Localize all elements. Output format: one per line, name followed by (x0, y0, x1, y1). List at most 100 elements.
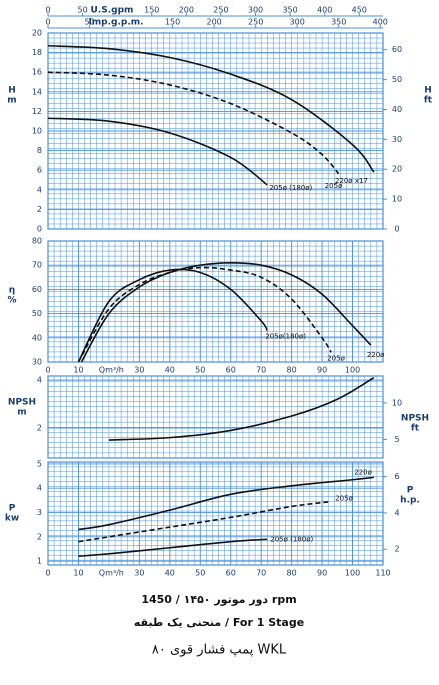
curve-label: 220ø (367, 351, 385, 359)
footer-line: منحنی یک طبقه / For 1 Stage (134, 616, 304, 629)
x-tick-label: 30 (134, 366, 144, 375)
y2-axis-unit: ft (411, 424, 420, 434)
footer-line: دور موتور ۱۴۵۰ / 1450 rpm (141, 593, 296, 606)
x-tick-label: 80 (287, 569, 297, 578)
y-tick-label: 2 (37, 205, 42, 214)
x-tick-label: 40 (165, 366, 175, 375)
y-tick-label: 50 (32, 309, 42, 318)
y-tick-label: 4 (37, 185, 42, 194)
top-tick-label: 150 (165, 18, 180, 27)
curve-label: 205ø (325, 182, 343, 190)
curve-label: 220ø (354, 468, 372, 476)
y-tick-label: 0 (37, 225, 42, 234)
y2-tick-label: 2 (394, 545, 399, 554)
y2-tick-label: 30 (392, 135, 402, 144)
y2-axis-unit: ft (424, 96, 433, 106)
y2-tick-label: 5 (394, 435, 399, 444)
y-axis-unit: m (7, 96, 16, 106)
y-axis-title: P (9, 504, 16, 514)
x-tick-label: 30 (134, 569, 144, 578)
top-tick-label: 0 (45, 6, 50, 15)
x-tick-label: 60 (226, 569, 236, 578)
y-tick-label: 10 (32, 127, 42, 136)
x-tick-label: 110 (375, 569, 390, 578)
curve (77, 268, 268, 363)
y-tick-label: 2 (37, 424, 42, 433)
y-tick-label: 5 (37, 459, 42, 468)
curve-label: 205ø (327, 354, 345, 362)
y2-tick-label: 50 (392, 75, 402, 84)
curve (108, 376, 375, 441)
curve (80, 261, 372, 363)
y-tick-label: 40 (32, 333, 42, 342)
x-tick-label: 0 (45, 569, 50, 578)
x-tick-label: 100 (345, 366, 360, 375)
curve-label: 205ø (335, 495, 353, 503)
x-tick-label: 100 (345, 569, 360, 578)
curve-label: 205ø (180ø) (269, 184, 312, 192)
top-tick-label: 300 (290, 18, 305, 27)
x-tick-label: 50 (195, 366, 205, 375)
top-tick-label: 50 (84, 18, 94, 27)
x-tick-label: 60 (226, 366, 236, 375)
y-axis-unit: % (7, 296, 16, 306)
curve-label: 205ø(180ø) (265, 333, 306, 341)
y2-tick-label: 6 (394, 472, 399, 481)
y-axis-unit: m (17, 408, 26, 418)
x-tick-label: 90 (317, 569, 327, 578)
curve (78, 476, 374, 531)
top-tick-label: 200 (179, 6, 194, 15)
y-tick-label: 70 (32, 261, 42, 270)
curve (47, 117, 268, 186)
top-tick-label: 350 (282, 6, 297, 15)
y2-axis-title: H (424, 86, 432, 96)
y-tick-label: 14 (32, 87, 42, 96)
y2-axis-title: P (407, 486, 414, 496)
x-tick-label: 90 (317, 366, 327, 375)
top-tick-label: 450 (352, 6, 367, 15)
top-tick-label: 250 (248, 18, 263, 27)
x-axis-label: Qm³/h (99, 569, 124, 578)
top-tick-label: 200 (206, 18, 221, 27)
x-axis-label: Qm³/h (99, 366, 124, 375)
top-tick-label: 50 (77, 6, 87, 15)
y-axis-title: NPSH (8, 398, 36, 408)
y-axis-unit: kw (5, 514, 19, 524)
y-tick-label: 2 (37, 532, 42, 541)
x-tick-label: 40 (165, 569, 175, 578)
y2-tick-label: 60 (392, 45, 402, 54)
curve (78, 500, 332, 543)
curve (78, 538, 268, 558)
y-tick-label: 20 (32, 29, 42, 38)
y-axis-title: η (9, 286, 15, 296)
curve-label: 220ø x17 (335, 177, 368, 185)
curve (47, 44, 375, 173)
y-tick-label: 4 (37, 376, 42, 385)
y-tick-label: 18 (32, 48, 42, 57)
x-tick-label: 0 (45, 366, 50, 375)
x-tick-label: 70 (256, 569, 266, 578)
y-tick-label: 3 (37, 508, 42, 517)
top-axis-label: Imp.g.p.m. (88, 18, 143, 28)
top-tick-label: 400 (373, 18, 388, 27)
y2-axis-unit: h.p. (400, 496, 420, 506)
footer-title: پمپ فشار قوی ۸۰ WKL (152, 643, 287, 658)
x-tick-label: 80 (287, 366, 297, 375)
y-tick-label: 12 (32, 107, 42, 116)
y2-tick-label: 40 (392, 105, 402, 114)
y-tick-label: 1 (37, 557, 42, 566)
x-tick-label: 10 (73, 569, 83, 578)
curve (77, 266, 332, 363)
y2-tick-label: 10 (392, 195, 402, 204)
y2-tick-label: 4 (394, 508, 399, 517)
x-tick-label: 70 (256, 366, 266, 375)
y2-tick-label: 10 (392, 398, 402, 407)
top-tick-label: 0 (45, 18, 50, 27)
y-axis-title: H (8, 86, 16, 96)
y2-tick-label: 20 (392, 165, 402, 174)
top-tick-label: 400 (317, 6, 332, 15)
top-axis-label: U.S.gpm (91, 6, 134, 16)
y-tick-label: 60 (32, 285, 42, 294)
x-tick-label: 10 (73, 366, 83, 375)
